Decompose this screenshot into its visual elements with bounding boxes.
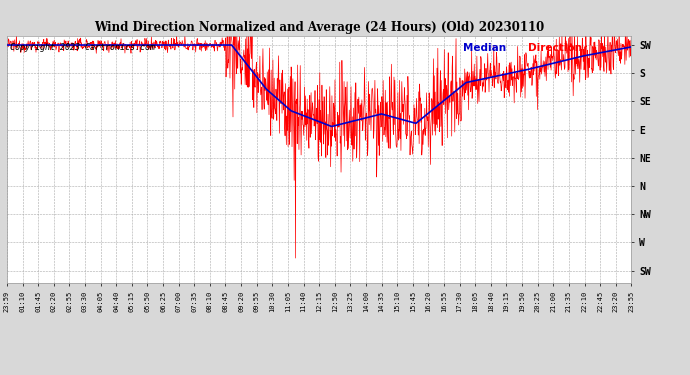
Title: Wind Direction Normalized and Average (24 Hours) (Old) 20230110: Wind Direction Normalized and Average (2… [94,21,544,34]
Text: Median: Median [463,43,506,53]
Text: Direction: Direction [529,43,582,53]
Text: Copyright 2023 Cartronics.com: Copyright 2023 Cartronics.com [10,43,155,52]
